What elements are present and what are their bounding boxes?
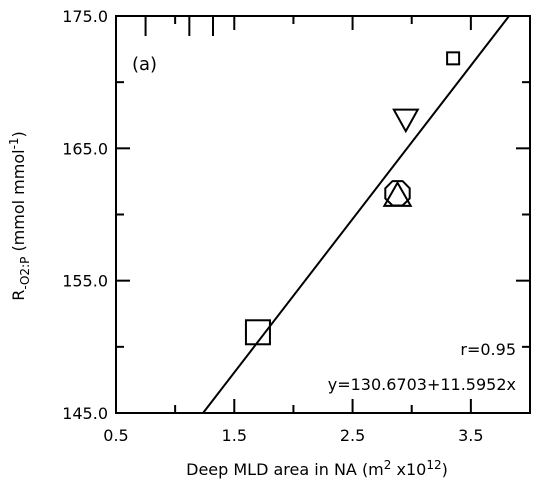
x-tick-label: 2.5 — [340, 426, 365, 445]
y-tick-label: 155.0 — [62, 272, 108, 291]
y-tick-label: 165.0 — [62, 139, 108, 158]
x-tick-label: 0.5 — [103, 426, 128, 445]
regression-line — [202, 15, 510, 414]
equation-label: y=130.6703+11.5952x — [328, 375, 516, 394]
panel-label: (a) — [132, 54, 157, 75]
y-tick-label: 145.0 — [62, 404, 108, 423]
data-point-square — [446, 51, 461, 66]
x-axis-title: Deep MLD area in NA (m2 x1012) — [186, 458, 448, 479]
data-point-triangle-up — [382, 180, 413, 207]
data-point-square — [244, 319, 271, 346]
y-tick-label: 175.0 — [62, 7, 108, 26]
data-point-triangle-down — [392, 108, 420, 134]
x-tick-label: 3.5 — [458, 426, 483, 445]
correlation-label: r=0.95 — [460, 340, 516, 359]
x-tick-label: 1.5 — [222, 426, 247, 445]
y-axis-title: R-O2:P (mmol mmol-1) — [7, 131, 32, 301]
